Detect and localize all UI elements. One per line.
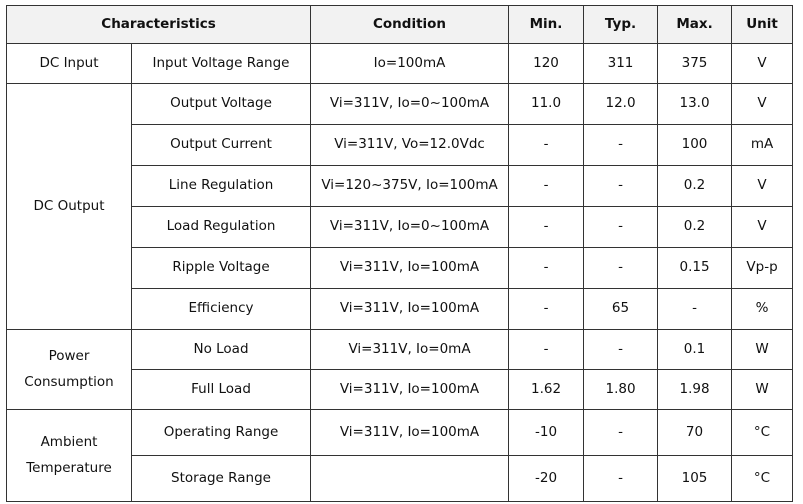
- condition-cell: Vi=311V, Io=100mA: [310, 247, 510, 289]
- min-cell: -: [508, 124, 585, 166]
- min-cell: 11.0: [508, 83, 585, 125]
- header-characteristics: Characteristics: [5, 5, 312, 44]
- unit-cell: W: [731, 369, 794, 410]
- typ-cell: -: [583, 329, 659, 370]
- max-cell: 0.2: [657, 165, 733, 207]
- header-row: Characteristics Condition Min. Typ. Max.…: [5, 5, 794, 44]
- header-unit: Unit: [731, 5, 794, 44]
- max-cell: 1.98: [657, 369, 733, 410]
- condition-cell: Io=100mA: [310, 43, 510, 84]
- unit-cell: V: [731, 43, 794, 84]
- unit-cell: V: [731, 165, 794, 207]
- param-cell: Input Voltage Range: [130, 43, 312, 84]
- max-cell: 100: [657, 124, 733, 166]
- max-cell: 70: [657, 409, 733, 456]
- max-cell: 0.2: [657, 206, 733, 248]
- condition-cell: [310, 455, 510, 502]
- min-cell: 120: [508, 43, 585, 84]
- max-cell: 0.1: [657, 329, 733, 370]
- min-cell: 1.62: [508, 369, 585, 410]
- typ-cell: -: [583, 124, 659, 166]
- table-row: Load Regulation Vi=311V, Io=0~100mA - - …: [7, 206, 794, 248]
- table-row: Power Consumption No Load Vi=311V, Io=0m…: [6, 329, 794, 410]
- min-cell: -: [508, 247, 585, 289]
- max-cell: -: [657, 288, 733, 330]
- min-cell: -20: [508, 455, 585, 502]
- table-row: DC Input Input Voltage Range Io=100mA 12…: [6, 43, 794, 84]
- typ-cell: 65: [583, 288, 659, 330]
- param-cell: Line Regulation: [130, 165, 312, 207]
- max-cell: 375: [657, 43, 733, 84]
- condition-cell: Vi=311V, Io=100mA: [310, 369, 510, 410]
- table-row: Line Regulation Vi=120~375V, Io=100mA - …: [7, 165, 794, 207]
- param-cell: Output Current: [130, 124, 312, 166]
- table-row: Ambient Temperature Operating Range Vi=3…: [6, 409, 794, 502]
- condition-cell: Vi=311V, Io=0~100mA: [310, 83, 510, 125]
- unit-cell: V: [731, 206, 794, 248]
- min-cell: -10: [508, 409, 585, 456]
- max-cell: 105: [657, 455, 733, 502]
- param-cell: No Load: [130, 329, 312, 370]
- typ-cell: 311: [583, 43, 659, 84]
- typ-cell: -: [583, 247, 659, 289]
- unit-cell: mA: [731, 124, 794, 166]
- param-cell: Operating Range: [130, 409, 312, 456]
- table-row: Storage Range -20 - 105 °C: [7, 455, 794, 502]
- unit-cell: %: [731, 288, 794, 330]
- group-label-power-consumption: Power Consumption: [6, 329, 132, 410]
- group-label-dc-output: DC Output: [6, 83, 132, 330]
- header-condition: Condition: [310, 5, 510, 44]
- min-cell: -: [508, 288, 585, 330]
- table-row: Output Current Vi=311V, Vo=12.0Vdc - - 1…: [7, 124, 794, 166]
- unit-cell: °C: [731, 455, 794, 502]
- param-cell: Efficiency: [130, 288, 312, 330]
- param-cell: Ripple Voltage: [130, 247, 312, 289]
- typ-cell: -: [583, 206, 659, 248]
- unit-cell: Vp-p: [731, 247, 794, 289]
- typ-cell: 1.80: [583, 369, 659, 410]
- condition-cell: Vi=311V, Io=100mA: [310, 288, 510, 330]
- typ-cell: -: [583, 455, 659, 502]
- header-max: Max.: [657, 5, 733, 44]
- table-row: DC Output Output Voltage Vi=311V, Io=0~1…: [6, 83, 794, 330]
- header-min: Min.: [508, 5, 585, 44]
- header-typ: Typ.: [583, 5, 659, 44]
- condition-cell: Vi=311V, Io=100mA: [310, 409, 510, 456]
- group-label-dc-input: DC Input: [6, 43, 132, 84]
- unit-cell: °C: [731, 409, 794, 456]
- min-cell: -: [508, 165, 585, 207]
- param-cell: Output Voltage: [130, 83, 312, 125]
- group-label-ambient-temperature: Ambient Temperature: [6, 409, 132, 502]
- param-cell: Full Load: [130, 369, 312, 410]
- typ-cell: 12.0: [583, 83, 659, 125]
- param-cell: Storage Range: [130, 455, 312, 502]
- typ-cell: -: [583, 165, 659, 207]
- table-row: Efficiency Vi=311V, Io=100mA - 65 - %: [7, 288, 794, 330]
- characteristics-table: Characteristics Condition Min. Typ. Max.…: [5, 5, 794, 502]
- unit-cell: W: [731, 329, 794, 370]
- typ-cell: -: [583, 409, 659, 456]
- min-cell: -: [508, 329, 585, 370]
- condition-cell: Vi=120~375V, Io=100mA: [310, 165, 510, 207]
- max-cell: 0.15: [657, 247, 733, 289]
- max-cell: 13.0: [657, 83, 733, 125]
- unit-cell: V: [731, 83, 794, 125]
- param-cell: Load Regulation: [130, 206, 312, 248]
- condition-cell: Vi=311V, Io=0~100mA: [310, 206, 510, 248]
- condition-cell: Vi=311V, Vo=12.0Vdc: [310, 124, 510, 166]
- condition-cell: Vi=311V, Io=0mA: [310, 329, 510, 370]
- min-cell: -: [508, 206, 585, 248]
